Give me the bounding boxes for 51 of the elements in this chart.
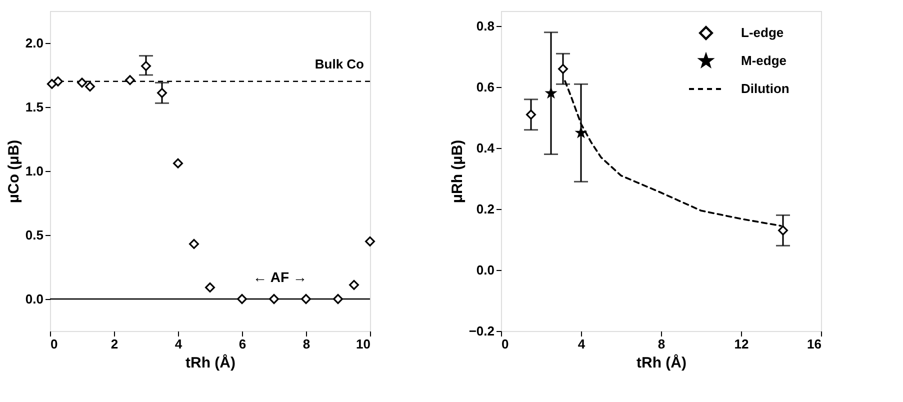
point — [53, 76, 63, 86]
y-tick-label: 0.0 — [476, 262, 494, 278]
x-tick-label: 10 — [356, 336, 370, 352]
point — [269, 294, 279, 304]
y-tick-label: 0.8 — [476, 18, 494, 34]
point — [77, 78, 87, 88]
point — [778, 225, 788, 236]
point — [558, 64, 568, 74]
point — [333, 294, 343, 304]
x-tick-label: 12 — [734, 336, 749, 352]
x-tick-label: 0 — [50, 336, 58, 352]
x-axis-title: tRh (Å) — [186, 354, 236, 372]
y-tick-label: 0.6 — [476, 80, 494, 95]
point — [526, 110, 536, 120]
point — [141, 61, 151, 72]
x-tick-label: 8 — [302, 336, 310, 352]
x-tick-label: 16 — [807, 336, 822, 352]
y-axis-title: μCo (μB) — [5, 140, 22, 204]
point — [576, 128, 586, 138]
y-tick-label: 0.5 — [25, 228, 44, 242]
point — [349, 280, 359, 290]
x-tick-label: 0 — [502, 336, 509, 352]
point — [173, 158, 183, 168]
legend-label: L-edge — [741, 25, 784, 40]
x-tick-label: 2 — [110, 336, 118, 352]
legend-label: Dilution — [741, 81, 790, 96]
x-tick-label: 4 — [174, 336, 183, 352]
point — [237, 294, 247, 304]
legend-label: M-edge — [741, 53, 786, 68]
x-axis-title: tRh (Å) — [636, 354, 686, 372]
y-tick-label: 1.5 — [25, 100, 44, 114]
point — [189, 238, 199, 249]
point — [205, 282, 215, 292]
point — [85, 82, 95, 92]
point — [301, 294, 311, 304]
x-tick-label: 6 — [238, 336, 246, 352]
y-tick-label: 0.4 — [476, 140, 496, 156]
y-axis-title: μRh (μB) — [448, 140, 466, 204]
ref-line-label: Bulk Co — [314, 56, 364, 72]
y-tick-label: 0.2 — [476, 202, 494, 217]
y-tick-label: 2.0 — [25, 36, 44, 50]
point — [125, 75, 135, 86]
point — [365, 236, 375, 246]
x-tick-label: 4 — [578, 336, 586, 352]
y-tick-label: −0.2 — [468, 324, 494, 338]
annotation: ← AF → — [253, 269, 307, 285]
y-tick-label: 1.0 — [25, 164, 44, 178]
point — [546, 88, 556, 98]
x-tick-label: 8 — [658, 336, 666, 352]
y-tick-label: 0.0 — [25, 292, 44, 306]
point — [157, 88, 167, 98]
